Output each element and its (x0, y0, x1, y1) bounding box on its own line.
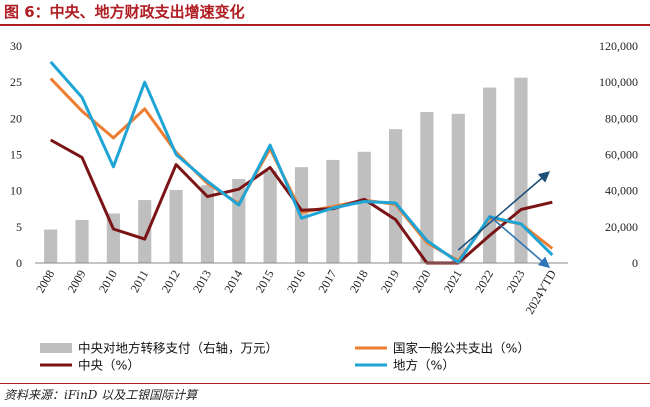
right-tick-label: 0 (632, 256, 638, 270)
right-tick-label: 80,000 (605, 111, 638, 125)
bar-2009 (75, 219, 89, 263)
legend-label: 国家一般公共支出（%） (393, 341, 530, 356)
bar-2017 (326, 159, 340, 263)
left-tick-label: 25 (10, 75, 22, 89)
source-note: 资料来源：iFinD 以及工银国际计算 (4, 388, 198, 402)
x-tick-label: 2023 (503, 268, 527, 296)
bar-2023 (514, 77, 528, 263)
x-tick-label: 2012 (159, 268, 183, 296)
left-tick-label: 5 (16, 220, 22, 234)
x-tick-label: 2014 (221, 268, 245, 296)
bar-2012 (169, 189, 183, 263)
line-series-group (49, 60, 554, 265)
left-tick-label: 30 (10, 39, 22, 53)
x-tick-label: 2024YTD (522, 267, 559, 316)
legend: 中央对地方转移支付（右轴，万元） 国家一般公共支出（%） 中央（%） 地方（%） (40, 341, 530, 373)
bar-2010 (106, 213, 120, 263)
figure-title: 图 6：中央、地方财政支出增速变化 (4, 3, 245, 21)
legend-swatch (40, 343, 72, 353)
x-tick-label: 2019 (378, 268, 402, 296)
source-rule (0, 383, 650, 384)
bar-2013 (200, 185, 215, 263)
legend-label: 中央对地方转移支付（右轴，万元） (78, 341, 278, 356)
bar-2008 (44, 229, 58, 263)
x-tick-label: 2011 (127, 268, 151, 295)
x-tick-label: 2008 (33, 268, 57, 296)
bar-2020 (420, 112, 434, 263)
line-series-1 (49, 138, 553, 265)
title-rule (0, 24, 650, 26)
bar-2021 (451, 113, 465, 263)
right-axis-ticks: 0 20,000 40,000 60,000 80,000 100,000 120,000 (599, 39, 638, 270)
legend-label: 中央（%） (78, 358, 140, 373)
x-tick-label: 2013 (190, 268, 214, 296)
bar-2018 (357, 151, 371, 263)
bar-2015 (263, 170, 277, 263)
x-tick-label: 2016 (284, 268, 308, 296)
left-axis-ticks: 0 5 10 15 20 25 30 (10, 39, 22, 270)
trend-arrow-0 (457, 171, 551, 251)
x-tick-label: 2022 (472, 268, 496, 296)
bar-2011 (138, 200, 152, 263)
right-tick-label: 120,000 (599, 39, 638, 53)
trend-arrow-1 (489, 215, 551, 269)
x-tick-label: 2020 (409, 268, 433, 296)
x-axis-ticks: 2008 2009 2010 2011 2012 2013 2014 2015 2016 2017… (33, 267, 559, 316)
right-tick-label: 100,000 (599, 75, 638, 89)
right-tick-label: 20,000 (605, 220, 638, 234)
right-tick-label: 60,000 (605, 148, 638, 162)
right-tick-label: 40,000 (605, 184, 638, 198)
x-tick-label: 2018 (347, 268, 371, 296)
trend-arrows (457, 171, 551, 269)
bar-series-transfer-payments (44, 77, 528, 263)
legend-label: 地方（%） (393, 358, 455, 373)
x-tick-label: 2021 (441, 268, 465, 296)
line-series-2 (49, 60, 554, 264)
x-tick-label: 2017 (315, 268, 339, 296)
x-tick-label: 2010 (96, 268, 120, 296)
left-tick-label: 20 (10, 111, 22, 125)
x-tick-label: 2015 (253, 268, 277, 296)
left-tick-label: 0 (16, 256, 22, 270)
left-tick-label: 15 (10, 148, 22, 162)
bar-2019 (388, 129, 403, 263)
chart: 0 5 10 15 20 25 30 0 20,000 40,000 60,000 80,000 10… (10, 39, 638, 373)
left-tick-label: 10 (10, 184, 22, 198)
x-tick-label: 2009 (65, 268, 89, 296)
